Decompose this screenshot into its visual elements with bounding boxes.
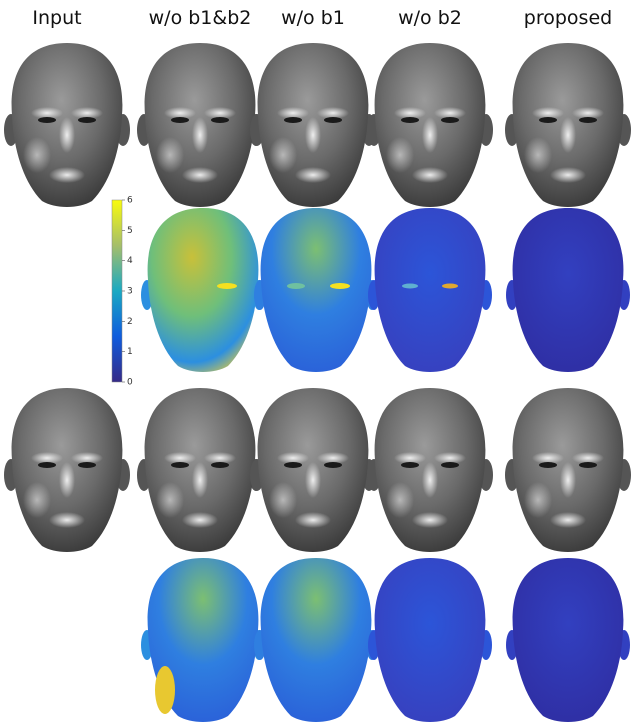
colorbar xyxy=(112,200,122,382)
colorbar-tick-label: 1 xyxy=(127,347,133,357)
column-header: Input xyxy=(32,7,81,29)
colorbar-tick-label: 5 xyxy=(127,226,133,236)
colorbar-tick-label: 4 xyxy=(127,256,133,266)
column-header: w/o b2 xyxy=(398,7,462,29)
colorbar-tick-label: 0 xyxy=(127,378,133,388)
column-header: w/o b1&b2 xyxy=(149,7,252,29)
column-header: proposed xyxy=(524,7,612,29)
colorbar-tick-label: 6 xyxy=(127,196,133,206)
colorbar-tick-label: 2 xyxy=(127,317,133,327)
colorbar-tick-label: 3 xyxy=(127,287,133,297)
figure: Input w/o b1&b2 w/o b1 w/o b2 proposed 0 1 2 3 4 5… xyxy=(0,0,631,727)
column-header: w/o b1 xyxy=(281,7,345,29)
